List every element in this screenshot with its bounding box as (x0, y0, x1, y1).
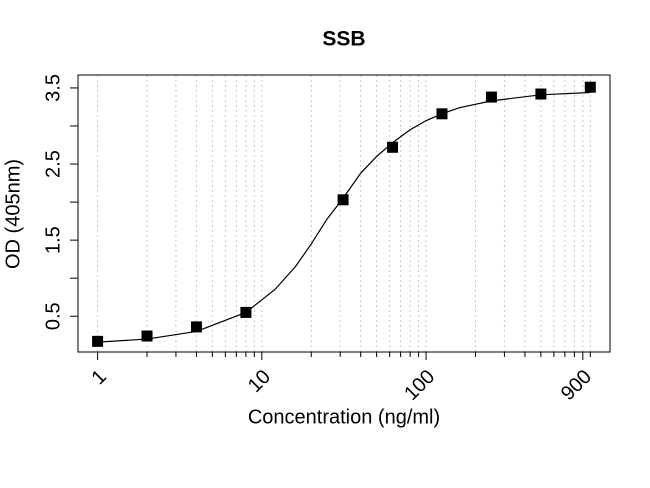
y-axis-label: OD (405nm) (2, 159, 24, 269)
data-point (584, 81, 596, 93)
x-tick-label: 900 (557, 366, 596, 405)
data-point (240, 306, 252, 318)
x-tick-label: 100 (400, 366, 439, 405)
data-point (387, 141, 399, 153)
data-point (436, 108, 448, 120)
fit-curve (97, 91, 591, 343)
y-tick-label: 1.5 (42, 226, 64, 254)
data-point (141, 330, 153, 342)
x-axis-label: Concentration (ng/ml) (248, 406, 440, 428)
x-tick-label: 10 (244, 366, 275, 397)
y-tick-label: 0.5 (42, 302, 64, 330)
x-tick-label: 1 (87, 366, 110, 389)
data-point (337, 194, 349, 206)
data-point (190, 321, 202, 333)
data-point (92, 335, 104, 347)
data-point (535, 88, 547, 100)
y-tick-label: 2.5 (42, 150, 64, 178)
data-point (485, 91, 497, 103)
plot-frame (77, 74, 611, 353)
y-tick-label: 3.5 (42, 74, 64, 102)
chart-title: SSB (322, 28, 365, 51)
